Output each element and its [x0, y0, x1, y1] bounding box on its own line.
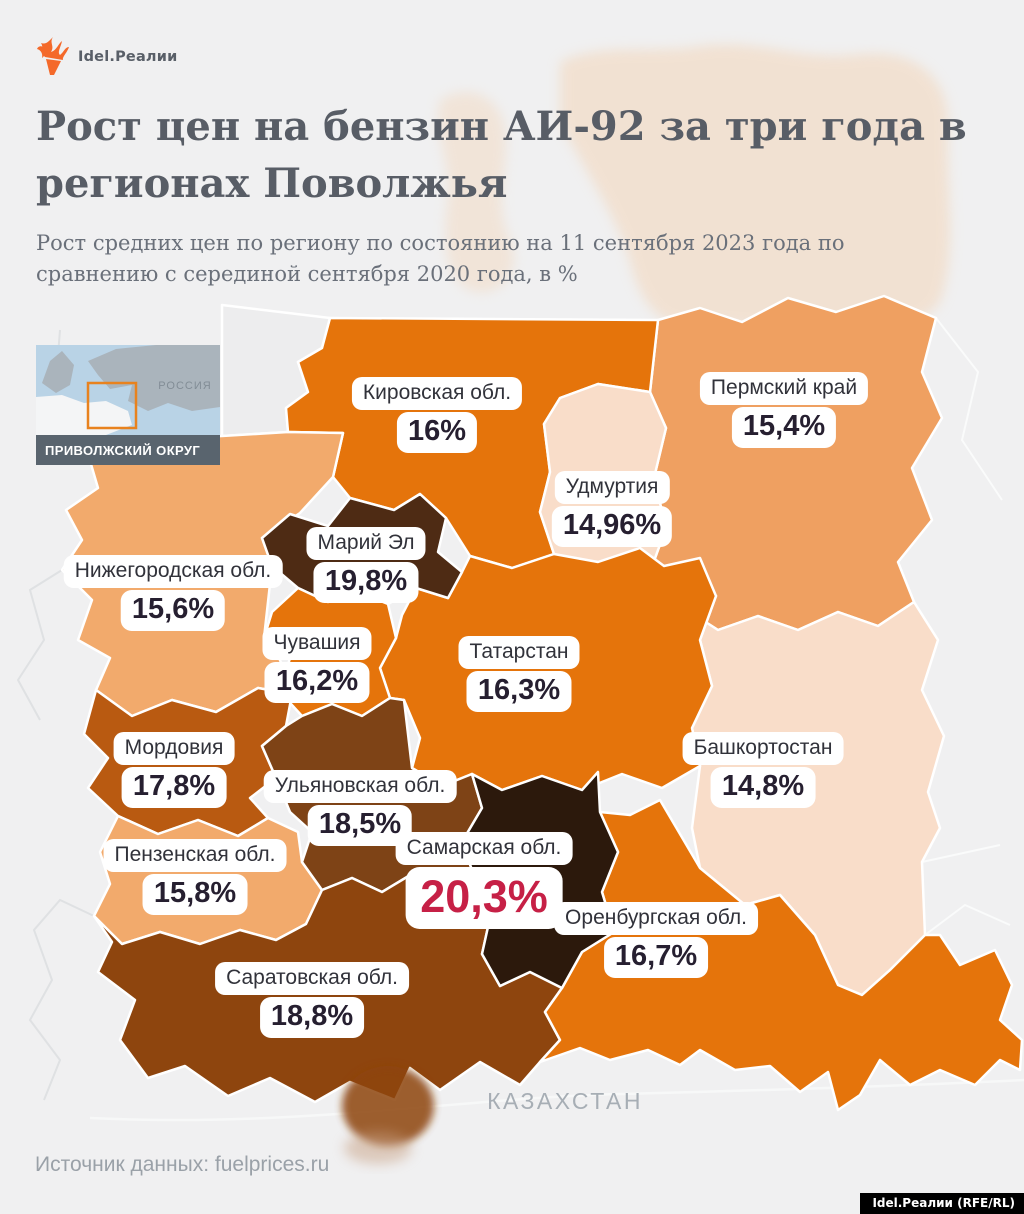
region-label-bashkortostan: Башкортостан 14,8%: [682, 732, 844, 808]
region-value: 15,4%: [731, 407, 837, 448]
region-label-orenburgskaya: Оренбургская обл. 16,7%: [554, 902, 758, 978]
region-name: Саратовская обл.: [215, 962, 409, 995]
neighbor-border-line: [935, 317, 1003, 501]
region-value: 15,8%: [142, 874, 248, 915]
region-value: 16,7%: [603, 937, 709, 978]
region-name: Чувашия: [262, 627, 372, 660]
region-value: 16,2%: [264, 662, 370, 703]
region-label-mariy-el: Марий Эл 19,8%: [306, 527, 426, 603]
region-name: Пермский край: [699, 372, 869, 405]
region-label-nizhegorodskaya: Нижегородская обл. 15,6%: [63, 555, 283, 631]
region-label-ulyanovskaya: Ульяновская обл. 18,5%: [263, 770, 457, 846]
district-label-bar: ПРИВОЛЖСКИЙ ОКРУГ: [36, 435, 220, 465]
faded-background-shape: [560, 44, 951, 329]
region-label-chuvashia: Чувашия 16,2%: [262, 627, 372, 703]
region-label-kirovskaya: Кировская обл. 16%: [351, 377, 523, 453]
brand-wordmark: Idel.Реалии: [78, 49, 178, 65]
region-value: 16%: [396, 412, 478, 453]
region-name: Нижегородская обл.: [63, 555, 283, 588]
region-label-permsky: Пермский край 15,4%: [699, 372, 869, 448]
region-name: Татарстан: [458, 636, 580, 669]
region-name: Самарская обл.: [395, 832, 573, 865]
region-name: Кировская обл.: [351, 377, 523, 410]
locator-inset-map: РОССИЯ ПРИВОЛЖСКИЙ ОКРУГ: [36, 345, 220, 465]
region-orenburgskaya-shape: [538, 798, 1024, 1112]
locator-map-image: РОССИЯ: [36, 345, 220, 435]
neighbor-border-line: [16, 569, 63, 721]
region-label-mordovia: Мордовия 17,8%: [113, 732, 235, 808]
region-name: Пензенская обл.: [103, 839, 287, 872]
faded-region-tail: [344, 1132, 412, 1164]
brand-logo: Idel.Реалии: [33, 33, 233, 77]
district-highlight-box: [86, 381, 138, 430]
region-name: Ульяновская обл.: [263, 770, 457, 803]
region-name: Удмуртия: [554, 471, 670, 504]
region-label-samarskaya: Самарская обл. 20,3%: [395, 832, 573, 929]
region-value: 19,8%: [313, 562, 419, 603]
region-label-saratovskaya: Саратовская обл. 18,8%: [215, 962, 409, 1038]
region-label-udmurtia: Удмуртия 14,96%: [551, 471, 673, 547]
russia-shape: [88, 345, 220, 411]
region-name: Оренбургская обл.: [554, 902, 758, 935]
region-value: 18,5%: [307, 805, 413, 846]
torch-icon: [37, 37, 69, 75]
faded-region-tail: [342, 1066, 434, 1146]
region-value-highlight: 20,3%: [405, 867, 563, 929]
faded-background-shape: [438, 92, 515, 293]
region-name: Башкортостан: [682, 732, 844, 765]
region-value: 15,6%: [120, 590, 226, 631]
kazakhstan-border-line: [89, 1078, 1024, 1122]
russia-label: РОССИЯ: [158, 380, 211, 392]
region-label-tatarstan: Татарстан 16,3%: [458, 636, 580, 712]
region-value: 17,8%: [121, 767, 227, 808]
neighbor-border-line: [28, 898, 95, 1101]
scandinavia-shape: [42, 351, 74, 393]
region-value: 14,8%: [710, 767, 816, 808]
data-source-note: Источник данных: fuelprices.ru: [35, 1153, 330, 1176]
region-name: Марий Эл: [306, 527, 426, 560]
region-value: 16,3%: [466, 671, 572, 712]
page-subtitle: Рост средних цен по региону по состоянию…: [36, 231, 845, 286]
region-value: 14,96%: [551, 506, 673, 547]
page-title: Рост цен на бензин АИ-92 за три года в р…: [36, 103, 967, 207]
attribution-badge: Idel.Реалии (RFE/RL): [860, 1193, 1024, 1214]
neighbor-border-line: [921, 844, 1011, 936]
neighbor-country-label: КАЗАХСТАН: [487, 1088, 643, 1114]
region-label-penzenskaya: Пензенская обл. 15,8%: [103, 839, 287, 915]
region-value: 18,8%: [259, 997, 365, 1038]
region-name: Мордовия: [113, 732, 235, 765]
europe-shape: [36, 395, 132, 435]
